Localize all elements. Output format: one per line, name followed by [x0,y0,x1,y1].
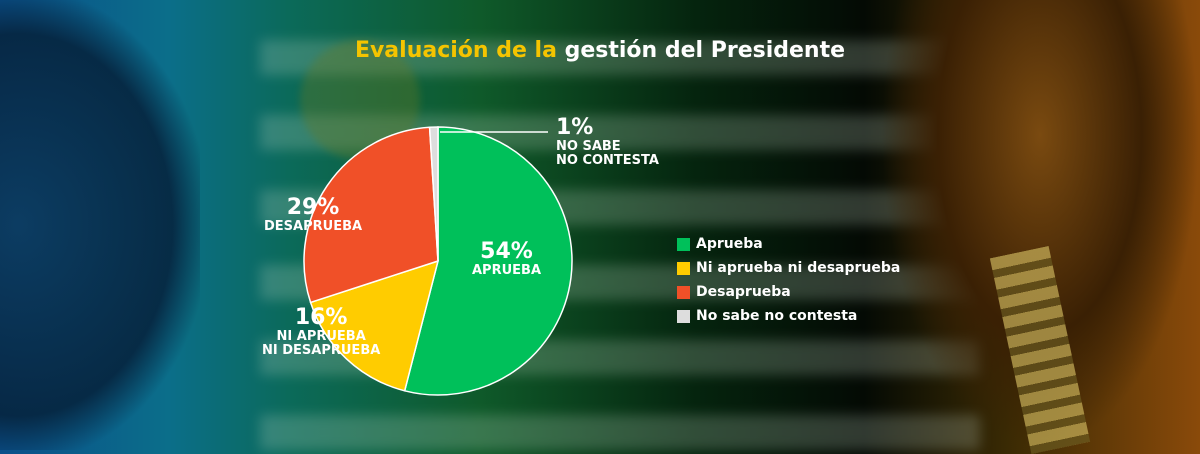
chart-title: Evaluación de la gestión del Presidente [0,38,1200,63]
legend: Aprueba Ni aprueba ni desaprueba Desapru… [677,232,900,328]
name-aprueba: APRUEBA [472,263,542,279]
title-highlight: Evaluación de la [354,38,557,63]
pie-slice-desaprueba [303,126,439,304]
legend-item: Desaprueba [677,280,900,304]
pct-ni: 16% [294,305,348,330]
legend-label: No sabe no contesta [696,308,858,324]
pie-slice-aprueba [403,126,573,396]
legend-swatch [677,285,690,299]
name-nsnc-2: NO CONTESTA [556,153,659,169]
pct-aprueba: 54% [480,239,533,264]
pct-desaprueba: 29% [286,195,340,220]
label-desaprueba: 29% DESAPRUEBA [264,195,363,235]
name-ni-1: NI APRUEBA [276,329,366,345]
name-desaprueba: DESAPRUEBA [264,219,363,235]
name-nsnc-1: NO SABE [556,139,621,155]
pie-slice-no-sabe-no-contesta [428,126,439,262]
legend-item: Ni aprueba ni desaprueba [677,256,900,280]
title-rest: gestión del Presidente [564,38,846,63]
name-ni-2: NI DESAPRUEBA [262,343,381,359]
legend-label: Aprueba [696,236,763,252]
label-aprueba: 54% APRUEBA [472,239,542,279]
legend-label: Desaprueba [696,284,791,300]
legend-label: Ni aprueba ni desaprueba [696,260,901,276]
pct-nsnc: 1% [556,115,594,140]
legend-item: Aprueba [677,232,900,256]
legend-swatch [677,237,690,251]
label-ni: 16% NI APRUEBA NI DESAPRUEBA [262,305,381,359]
pie-slice-ni-aprueba-ni-desaprueba [309,259,440,392]
background-portrait-left [0,0,200,450]
legend-swatch [677,309,690,323]
label-nsnc: 1% NO SABE NO CONTESTA [556,115,659,169]
legend-item: No sabe no contesta [677,304,900,328]
legend-swatch [677,261,690,275]
